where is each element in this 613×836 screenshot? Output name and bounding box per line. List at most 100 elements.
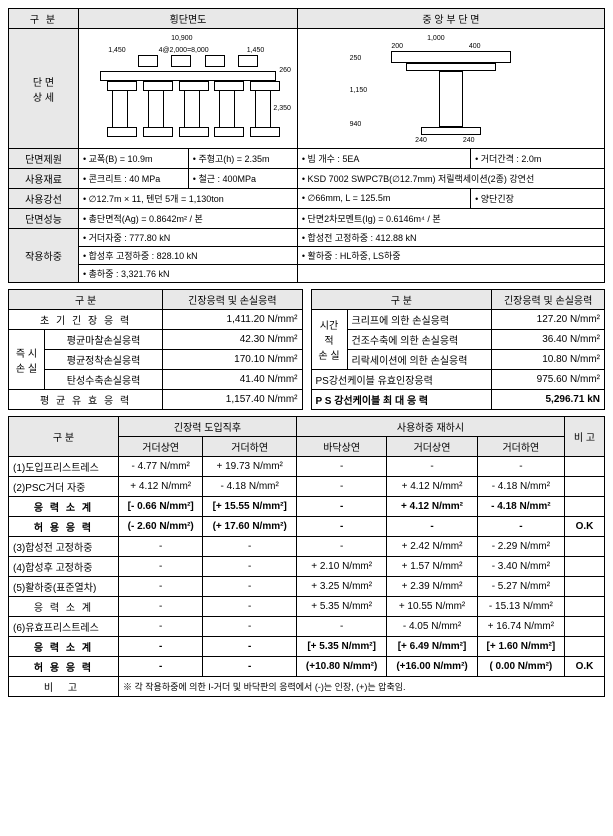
cell: - [119,557,203,577]
row-label: (4)합성후 고정하중 [9,557,119,577]
table-row: 사용강선 • ∅12.7m × 11, 텐던 5개 = 1,130ton • ∅… [9,189,605,209]
cell: - [119,637,203,657]
table-row: 응 력 소 계--+ 5.35 N/mm²+ 10.55 N/mm²- 15.1… [9,597,605,617]
row-label: 허 용 응 력 [9,657,119,677]
cell: - 4.18 N/mm² [477,497,564,517]
table-row: • 총하중 : 3,321.76 kN [9,265,605,283]
cell [565,557,605,577]
cell [565,617,605,637]
row-label: (6)유효프리스트레스 [9,617,119,637]
cell: + 2.10 N/mm² [296,557,386,577]
cell: + 10.55 N/mm² [387,597,477,617]
h-cross: 횡단면도 [79,9,298,29]
cell: [- 0.66 N/mm²] [119,497,203,517]
table-row: PS강선케이블 유효인장응력 975.60 N/mm² [311,370,605,390]
cell: + 2.42 N/mm² [387,537,477,557]
loss-right: 구 분 긴장응력 및 손실응력 시간적 손 실 크리프에 의한 손실응력 127… [311,289,606,410]
cell: - [203,537,297,557]
row-detail: 단 면 상 세 [9,29,79,149]
cell: - [387,457,477,477]
cell: - [203,577,297,597]
cell: - 4.18 N/mm² [203,477,297,497]
cell: - 4.77 N/mm² [119,457,203,477]
cell: [+ 6.49 N/mm²] [387,637,477,657]
cell [565,457,605,477]
cell: - [477,517,564,537]
table-row: 즉 시 손 실 평균마찰손실응력 42.30 N/mm² [9,330,303,350]
table-row: 시간적 손 실 크리프에 의한 손실응력 127.20 N/mm² [311,310,605,330]
table-row: (4)합성후 고정하중--+ 2.10 N/mm²+ 1.57 N/mm²- 3… [9,557,605,577]
loss-tables: 구 분 긴장응력 및 손실응력 초 기 긴 장 응 력 1,411.20 N/m… [8,289,605,410]
cell: + 3.25 N/mm² [296,577,386,597]
row-label: (3)합성전 고정하중 [9,537,119,557]
cell: + 4.12 N/mm² [387,497,477,517]
row-label: 허 용 응 력 [9,517,119,537]
table-row: 탄성수축손실응력 41.40 N/mm² [9,370,303,390]
cell [565,477,605,497]
cell: + 4.12 N/mm² [119,477,203,497]
cell: - [296,497,386,517]
table-row: (1)도입프리스트레스- 4.77 N/mm²+ 19.73 N/mm²--- [9,457,605,477]
cell: - [203,657,297,677]
table-row: 단면성능 • 총단면적(Ag) = 0.8642m² / 본 • 단면2차모멘트… [9,209,605,229]
table-row: (5)활하중(표준열차)--+ 3.25 N/mm²+ 2.39 N/mm²- … [9,577,605,597]
cell: [+ 15.55 N/mm²] [203,497,297,517]
cell: + 2.39 N/mm² [387,577,477,597]
cell: O.K [565,657,605,677]
cell: - [119,577,203,597]
cell: (+16.00 N/mm²) [387,657,477,677]
cell: - 4.18 N/mm² [477,477,564,497]
cell: ( 0.00 N/mm²) [477,657,564,677]
cell: - [296,537,386,557]
center-diagram: 1,000 200 400 250 1,150 940 240 240 [297,29,604,149]
table-row: 허 용 응 력--(+10.80 N/mm²)(+16.00 N/mm²)( 0… [9,657,605,677]
cell: + 4.12 N/mm² [387,477,477,497]
table-row: 작용하중 • 거더자중 : 777.80 kN • 합성전 고정하중 : 412… [9,229,605,247]
cell: - [296,517,386,537]
cross-diagram: 10,900 1,450 4@2,000=8,000 1,450 260 2,3… [79,29,298,149]
cell: - [203,597,297,617]
cell: (+10.80 N/mm²) [296,657,386,677]
row-label: (5)활하중(표준열차) [9,577,119,597]
h-center: 중 앙 부 단 면 [297,9,604,29]
cell [565,497,605,517]
cell: - 5.27 N/mm² [477,577,564,597]
cell [565,537,605,557]
table-row: 평균정착손실응력 170.10 N/mm² [9,350,303,370]
table-row: 응 력 소 계[- 0.66 N/mm²][+ 15.55 N/mm²]-+ 4… [9,497,605,517]
cell: - 3.40 N/mm² [477,557,564,577]
table-row: (3)합성전 고정하중---+ 2.42 N/mm²- 2.29 N/mm² [9,537,605,557]
cell: - [203,617,297,637]
cell: - [119,537,203,557]
row-label: (2)PSC거더 자중 [9,477,119,497]
cell: - [119,617,203,637]
section-table: 구 분 횡단면도 중 앙 부 단 면 단 면 상 세 10,900 1,450 … [8,8,605,283]
table-row: 건조수축에 의한 손실응력 36.40 N/mm² [311,330,605,350]
table-note: 비 고 ※ 각 작용하중에 의한 I-거더 및 바닥판의 응력에서 (-)는 인… [9,677,605,697]
cell: - [387,517,477,537]
loss-left: 구 분 긴장응력 및 손실응력 초 기 긴 장 응 력 1,411.20 N/m… [8,289,303,410]
stress-table: 구 분 긴장력 도입직후 사용하중 재하시 비 고 거더상연 거더하연 바닥상연… [8,416,605,697]
table-row: 단면제원 • 교폭(B) = 10.9m • 주형고(h) = 2.35m • … [9,149,605,169]
cell: - [296,457,386,477]
cell: (- 2.60 N/mm²) [119,517,203,537]
cell: - 4.05 N/mm² [387,617,477,637]
table-row: (6)유효프리스트레스---- 4.05 N/mm²+ 16.74 N/mm² [9,617,605,637]
row-label: (1)도입프리스트레스 [9,457,119,477]
row-label: 응 력 소 계 [9,597,119,617]
table-row: (2)PSC거더 자중+ 4.12 N/mm²- 4.18 N/mm²-+ 4.… [9,477,605,497]
cell [565,637,605,657]
cell: - [477,457,564,477]
cell: - 2.29 N/mm² [477,537,564,557]
cell: O.K [565,517,605,537]
cell: - [203,637,297,657]
cell [565,577,605,597]
table-row: 사용재료 • 콘크리트 : 40 MPa • 철근 : 400MPa • KSD… [9,169,605,189]
cell: - [296,617,386,637]
cell: - [296,477,386,497]
table-row: 리락세이션에 의한 손실응력 10.80 N/mm² [311,350,605,370]
cell: - [119,657,203,677]
row-label: 응 력 소 계 [9,497,119,517]
cell: + 5.35 N/mm² [296,597,386,617]
table-row: P S 강선케이블 최 대 응 력 5,296.71 kN [311,390,605,410]
